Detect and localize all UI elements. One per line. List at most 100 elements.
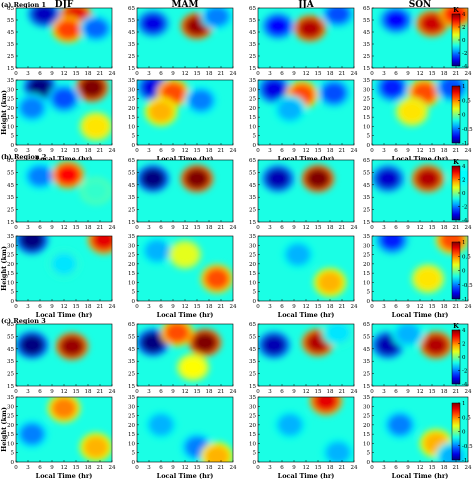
y-tick-label: 25: [7, 54, 14, 60]
colorbar-tick-label: -0.5: [462, 444, 473, 450]
x-tick-label: 15: [73, 389, 80, 395]
anomaly-core: [51, 397, 77, 420]
y-tick-label: 45: [249, 30, 256, 36]
x-tick-label: 0: [14, 304, 18, 310]
y-tick-label: 65: [363, 6, 370, 12]
x-tick-label: 9: [50, 148, 54, 154]
x-tick-label: 3: [147, 389, 151, 395]
x-tick-label: 15: [315, 148, 322, 154]
x-tick-label: 6: [38, 148, 42, 154]
heatmap-panel-djf: [16, 80, 112, 145]
y-tick-label: 0: [367, 299, 371, 305]
y-tick-label: 0: [132, 143, 136, 149]
colorbar-tick-label: -4: [462, 64, 468, 70]
y-tick-label: 25: [128, 54, 135, 60]
anomaly-core: [305, 168, 331, 190]
season-header-djf: DJF: [55, 0, 74, 10]
x-tick-label: 18: [206, 225, 213, 231]
x-tick-label: 6: [394, 71, 398, 77]
x-tick-label: 0: [370, 389, 374, 395]
x-tick-label: 21: [339, 225, 346, 231]
x-tick-label: 12: [182, 71, 189, 77]
x-tick-label: 12: [182, 465, 189, 471]
y-tick-label: 5: [253, 134, 257, 140]
x-tick-label: 18: [441, 148, 448, 154]
y-tick-label: 10: [128, 441, 135, 447]
x-tick-label: 12: [303, 465, 310, 471]
anomaly-core: [184, 168, 210, 190]
y-tick-label: 10: [128, 280, 135, 286]
x-tick-label: 3: [268, 71, 272, 77]
anomaly-core: [265, 168, 291, 190]
y-tick-label: 55: [128, 170, 135, 176]
x-tick-label: 15: [194, 225, 201, 231]
y-tick-label: 25: [7, 208, 14, 214]
y-tick-label: 15: [363, 115, 370, 121]
y-tick-label: 15: [249, 115, 256, 121]
anomaly-core: [140, 332, 166, 354]
anomaly-layer: [137, 8, 233, 40]
colorbar-unit: K: [453, 158, 459, 166]
y-tick-label: 15: [128, 220, 135, 226]
anomaly-core: [148, 413, 174, 436]
x-tick-label: 9: [171, 71, 175, 77]
x-tick-label: 0: [135, 148, 139, 154]
colorbar-unit: K: [453, 322, 459, 330]
x-tick-label: 0: [370, 148, 374, 154]
x-tick-label: 12: [182, 389, 189, 395]
colorbar-tick-label: 1: [462, 401, 466, 407]
x-tick-label: 0: [135, 71, 139, 77]
x-tick-label: 21: [97, 225, 104, 231]
x-tick-label: 15: [429, 389, 436, 395]
colorbar-tick-label: 4: [462, 164, 466, 170]
x-tick-label: 6: [394, 225, 398, 231]
y-tick-label: 35: [249, 78, 256, 84]
colorbar-tick-label: 2: [462, 178, 466, 184]
x-tick-label: 21: [453, 389, 460, 395]
anomaly-core: [317, 271, 343, 294]
y-tick-label: 5: [11, 451, 15, 457]
x-tick-label: 18: [85, 389, 92, 395]
y-tick-label: 0: [367, 460, 371, 466]
anomaly-core: [27, 165, 53, 187]
anomaly-core: [395, 324, 421, 345]
y-tick-label: 20: [7, 423, 14, 429]
y-tick-label: 45: [363, 347, 370, 353]
colorbar-unit: K: [453, 6, 459, 14]
x-tick-label: 3: [268, 304, 272, 310]
y-tick-label: 45: [363, 30, 370, 36]
x-tick-label: 21: [453, 304, 460, 310]
x-tick-label: 6: [280, 304, 284, 310]
x-tick-label: 9: [406, 148, 410, 154]
anomaly-layer: [137, 80, 218, 126]
y-tick-label: 15: [249, 220, 256, 226]
x-tick-label: 15: [73, 71, 80, 77]
y-tick-label: 25: [249, 253, 256, 259]
x-tick-label: 18: [85, 304, 92, 310]
x-tick-label: 24: [351, 304, 358, 310]
x-tick-label: 18: [441, 465, 448, 471]
x-tick-label: 6: [280, 71, 284, 77]
x-tick-label: 24: [230, 389, 237, 395]
y-tick-label: 20: [128, 262, 135, 268]
x-tick-label: 24: [465, 148, 472, 154]
y-tick-label: 25: [128, 97, 135, 103]
x-tick-label: 24: [465, 389, 472, 395]
y-tick-label: 5: [253, 290, 257, 296]
anomaly-core: [325, 8, 351, 25]
x-tick-label: 15: [194, 148, 201, 154]
y-tick-label: 10: [249, 280, 256, 286]
y-axis-label: Height (km): [0, 90, 8, 135]
anomaly-core: [51, 87, 77, 110]
x-axis-label: Local Time (hr): [157, 155, 214, 163]
x-tick-label: 6: [159, 304, 163, 310]
anomaly-core: [140, 13, 166, 34]
heatmap-panel-jja: [258, 397, 354, 462]
colorbar-tick-label: -1: [462, 141, 467, 147]
colorbar-tick-label: 0: [462, 269, 466, 275]
anomaly-layer: [372, 162, 468, 193]
x-tick-label: 3: [382, 465, 386, 471]
heatmap-panel-mam: [137, 8, 233, 68]
x-axis-label: Local Time (hr): [157, 472, 214, 480]
x-tick-label: 24: [109, 71, 116, 77]
